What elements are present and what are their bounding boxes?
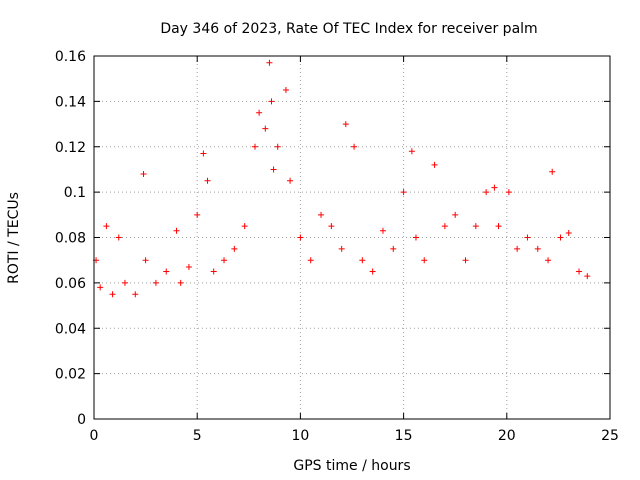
- data-point: [241, 223, 248, 230]
- y-tick-label: 0.14: [55, 94, 86, 110]
- data-points: [93, 59, 591, 298]
- y-tick-label: 0: [77, 412, 86, 428]
- data-point: [177, 279, 184, 286]
- data-point: [152, 279, 159, 286]
- data-point: [103, 223, 110, 230]
- data-point: [142, 257, 149, 264]
- y-tick-label: 0.04: [55, 321, 86, 337]
- data-point: [185, 263, 192, 270]
- data-point: [495, 223, 502, 230]
- data-point: [173, 227, 180, 234]
- data-point: [140, 170, 147, 177]
- data-point: [359, 257, 366, 264]
- data-point: [210, 268, 217, 275]
- x-axis-label: GPS time / hours: [293, 458, 410, 474]
- data-point: [262, 125, 269, 132]
- x-tick-label: 20: [498, 428, 516, 444]
- x-tick-label: 0: [90, 428, 99, 444]
- data-point: [328, 223, 335, 230]
- y-tick-label: 0.12: [55, 140, 86, 156]
- x-tick-label: 15: [395, 428, 413, 444]
- data-point: [576, 268, 583, 275]
- data-point: [584, 273, 591, 280]
- data-point: [421, 257, 428, 264]
- y-tick-label: 0.16: [55, 49, 86, 65]
- chart-title: Day 346 of 2023, Rate Of TEC Index for r…: [160, 21, 537, 37]
- data-point: [307, 257, 314, 264]
- y-tick-label: 0.08: [55, 231, 86, 247]
- data-point: [351, 143, 358, 150]
- data-point: [194, 211, 201, 218]
- y-axis-label: ROTI / TECUs: [6, 192, 22, 284]
- x-tick-label: 10: [291, 428, 309, 444]
- data-point: [441, 223, 448, 230]
- data-point: [338, 245, 345, 252]
- data-point: [282, 87, 289, 94]
- data-point: [256, 109, 263, 116]
- data-point: [412, 234, 419, 241]
- y-tick-label: 0.02: [55, 367, 86, 383]
- data-point: [505, 189, 512, 196]
- data-point: [491, 184, 498, 191]
- data-point: [472, 223, 479, 230]
- data-point: [514, 245, 521, 252]
- data-point: [431, 161, 438, 168]
- data-point: [390, 245, 397, 252]
- data-point: [557, 234, 564, 241]
- data-point: [270, 166, 277, 173]
- y-tick-label: 0.1: [64, 185, 86, 201]
- data-point: [534, 245, 541, 252]
- data-point: [287, 177, 294, 184]
- data-point: [97, 284, 104, 291]
- data-point: [462, 257, 469, 264]
- data-point: [379, 227, 386, 234]
- data-point: [408, 148, 415, 155]
- data-point: [452, 211, 459, 218]
- data-point: [400, 189, 407, 196]
- x-tick-label: 25: [601, 428, 619, 444]
- data-point: [342, 121, 349, 128]
- data-point: [115, 234, 122, 241]
- data-point: [318, 211, 325, 218]
- data-point: [200, 150, 207, 157]
- data-point: [231, 245, 238, 252]
- data-point: [163, 268, 170, 275]
- data-point: [369, 268, 376, 275]
- data-point: [274, 143, 281, 150]
- data-point: [545, 257, 552, 264]
- y-tick-label: 0.06: [55, 276, 86, 292]
- data-point: [266, 59, 273, 66]
- data-point: [121, 279, 128, 286]
- data-point: [268, 98, 275, 105]
- data-point: [565, 229, 572, 236]
- data-point: [251, 143, 258, 150]
- data-point: [524, 234, 531, 241]
- grid: [94, 56, 610, 419]
- data-point: [204, 177, 211, 184]
- data-point: [297, 234, 304, 241]
- data-point: [483, 189, 490, 196]
- data-point: [109, 291, 116, 298]
- data-point: [549, 168, 556, 175]
- data-point: [132, 291, 139, 298]
- x-tick-label: 5: [193, 428, 202, 444]
- axis-ticks: 0 5 10 15 20 25 0 0.02 0.04 0.06 0.08 0.1 0.12 0.14 0.…: [55, 49, 619, 444]
- data-point: [221, 257, 228, 264]
